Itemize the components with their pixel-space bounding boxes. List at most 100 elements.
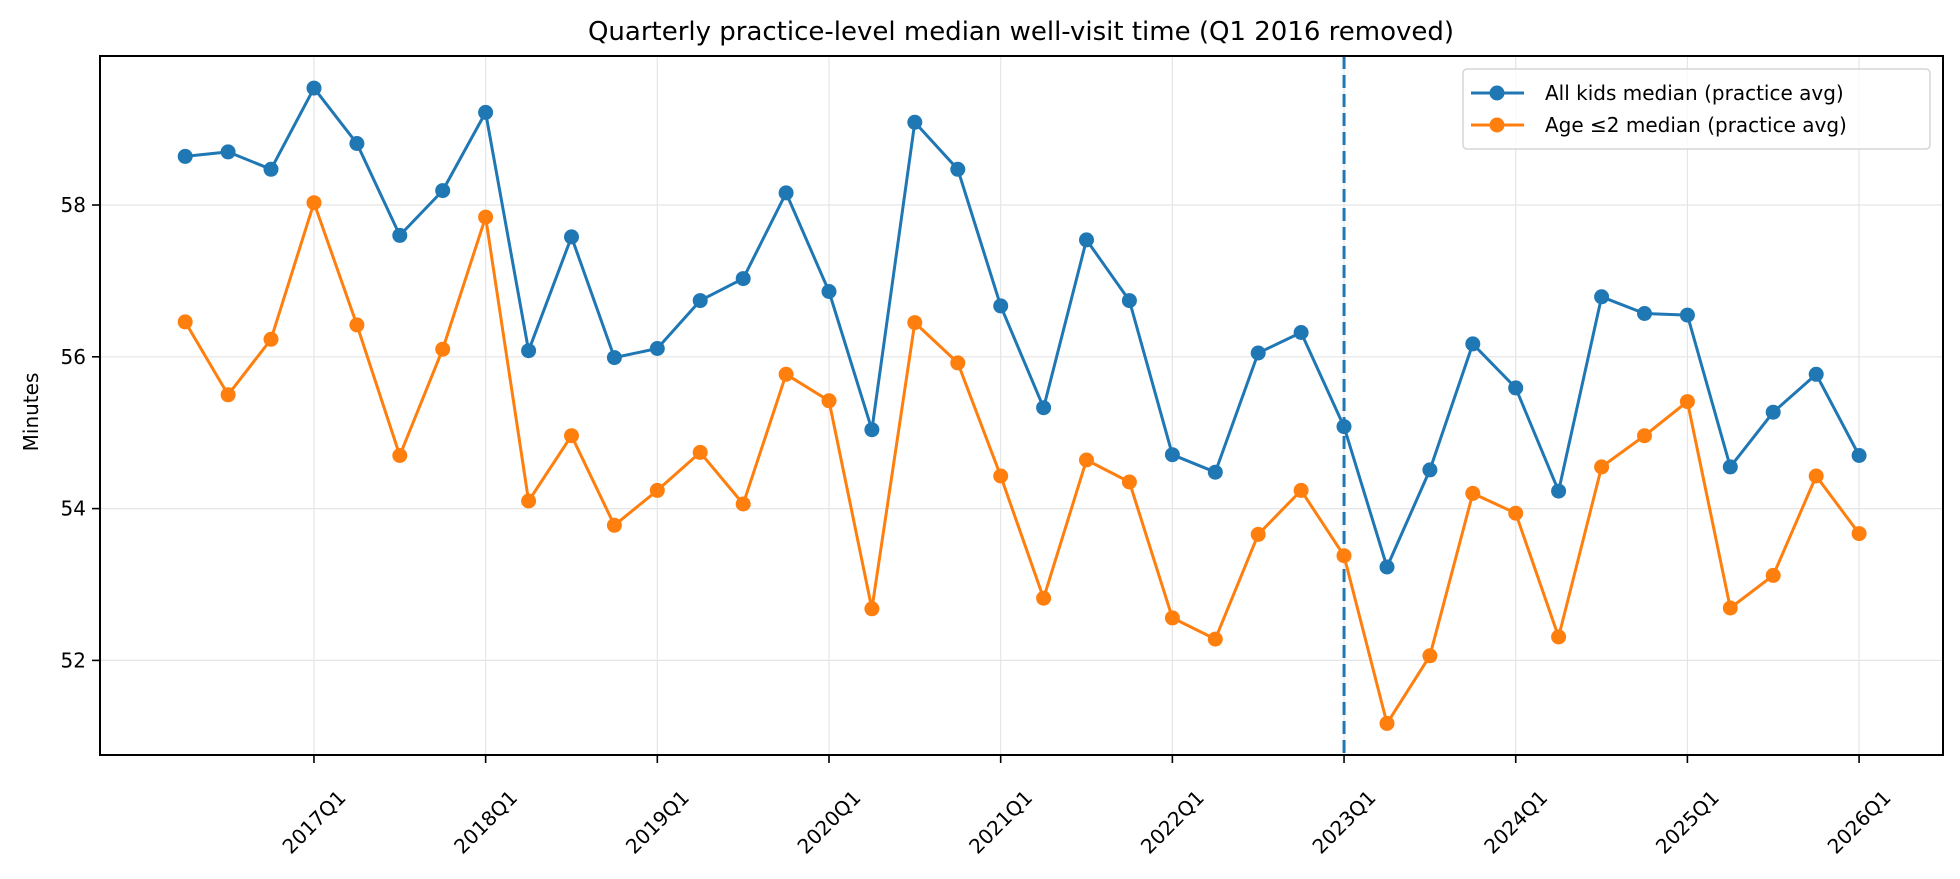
data-point-marker [1551, 483, 1567, 499]
data-point-marker [1207, 464, 1223, 480]
x-tick-label: 2022Q1 [1136, 785, 1209, 858]
data-point-marker [392, 227, 408, 243]
data-point-marker [1036, 590, 1052, 606]
x-tick-label: 2018Q1 [449, 785, 522, 858]
data-point-marker [735, 496, 751, 512]
data-point-marker [1293, 482, 1309, 498]
legend-label: All kids median (practice avg) [1545, 81, 1844, 105]
y-tick-label: 54 [61, 497, 86, 521]
legend-item-age-le2: Age ≤2 median (practice avg) [1471, 113, 1847, 137]
data-point-marker [1637, 306, 1652, 321]
data-point-marker [1164, 447, 1180, 463]
axes-frame [99, 55, 1944, 756]
data-point-marker [1679, 307, 1695, 323]
x-tick-label: 2026Q1 [1823, 785, 1896, 858]
data-point-marker [220, 144, 236, 160]
data-point-marker [950, 355, 966, 371]
data-point-marker [1808, 366, 1824, 382]
data-point-marker [1164, 610, 1180, 626]
data-point-marker [1508, 505, 1524, 521]
legend: All kids median (practice avg) Age ≤2 me… [1462, 68, 1931, 150]
data-point-marker [1336, 548, 1352, 564]
x-tick-label: 2017Q1 [277, 785, 350, 858]
data-point-marker [735, 271, 751, 287]
data-point-marker [821, 284, 837, 299]
data-point-marker [950, 161, 966, 177]
data-point-marker [692, 293, 708, 309]
legend-marker-icon [1489, 117, 1505, 133]
data-point-marker [821, 393, 837, 409]
data-point-marker [306, 80, 322, 96]
data-point-marker [177, 148, 193, 164]
data-point-marker [1121, 474, 1137, 490]
y-tick-label: 58 [61, 193, 86, 217]
data-point-marker [1121, 293, 1137, 309]
data-point-marker [1765, 567, 1781, 583]
y-tick-label: 56 [61, 345, 86, 369]
data-point-marker [435, 183, 451, 199]
data-point-marker [1036, 400, 1052, 416]
data-point-marker [349, 136, 365, 151]
series-all-kids [177, 80, 1867, 575]
data-point-marker [1594, 459, 1610, 475]
data-point-marker [1722, 600, 1738, 616]
x-axis: 2017Q1 2018Q1 2019Q1 2020Q1 2021Q1 2022Q1 2023… [277, 755, 1896, 859]
data-point-marker [220, 387, 236, 403]
data-point-marker [1379, 559, 1395, 575]
data-point-marker [1079, 232, 1094, 248]
series-age-le2 [177, 195, 1867, 731]
data-point-marker [478, 209, 494, 225]
data-point-marker [907, 315, 923, 331]
data-point-marker [1293, 325, 1309, 340]
data-point-marker [606, 350, 622, 366]
data-point-marker [564, 428, 579, 444]
data-point-marker [1551, 629, 1567, 645]
chart-title: Quarterly practice-level median well-vis… [588, 17, 1454, 47]
data-point-marker [993, 298, 1009, 314]
data-point-marker [1465, 336, 1481, 352]
data-point-marker [1250, 526, 1266, 542]
x-tick-label: 2023Q1 [1307, 785, 1380, 858]
data-point-marker [521, 343, 537, 359]
data-point-marker [263, 161, 279, 177]
data-point-marker [1207, 631, 1223, 647]
legend-box [1462, 68, 1931, 150]
data-point-marker [263, 331, 279, 347]
x-tick-label: 2020Q1 [792, 785, 865, 858]
data-point-marker [478, 104, 494, 120]
y-axis: 52 54 56 58 [61, 193, 100, 672]
data-point-marker [649, 482, 665, 498]
data-point-marker [907, 114, 923, 130]
data-point-marker [1679, 394, 1695, 410]
x-tick-label: 2019Q1 [621, 785, 694, 858]
data-point-marker [564, 229, 579, 245]
x-tick-label: 2025Q1 [1651, 785, 1724, 858]
data-point-marker [1851, 526, 1867, 542]
data-point-marker [778, 366, 794, 382]
data-point-marker [778, 185, 794, 201]
data-point-marker [993, 468, 1009, 484]
data-point-marker [1722, 459, 1738, 475]
data-point-marker [1808, 468, 1824, 484]
data-point-marker [435, 341, 451, 357]
data-point-marker [1250, 345, 1266, 361]
data-point-marker [306, 195, 322, 211]
data-point-marker [1336, 419, 1352, 435]
data-point-marker [649, 341, 665, 356]
series-line [183, 201, 1861, 725]
legend-label: Age ≤2 median (practice avg) [1545, 113, 1847, 137]
y-tick-label: 52 [61, 648, 86, 672]
data-point-marker [1594, 289, 1610, 305]
series-line [185, 86, 1861, 569]
data-point-marker [1379, 715, 1395, 731]
data-point-marker [521, 493, 537, 509]
y-axis-label: Minutes [19, 373, 43, 452]
data-point-marker [1851, 448, 1867, 463]
data-point-marker [1637, 428, 1652, 444]
data-point-marker [177, 314, 193, 330]
data-point-marker [692, 444, 708, 460]
data-point-marker [864, 422, 880, 438]
data-point-marker [392, 448, 408, 463]
data-point-marker [1422, 648, 1438, 664]
